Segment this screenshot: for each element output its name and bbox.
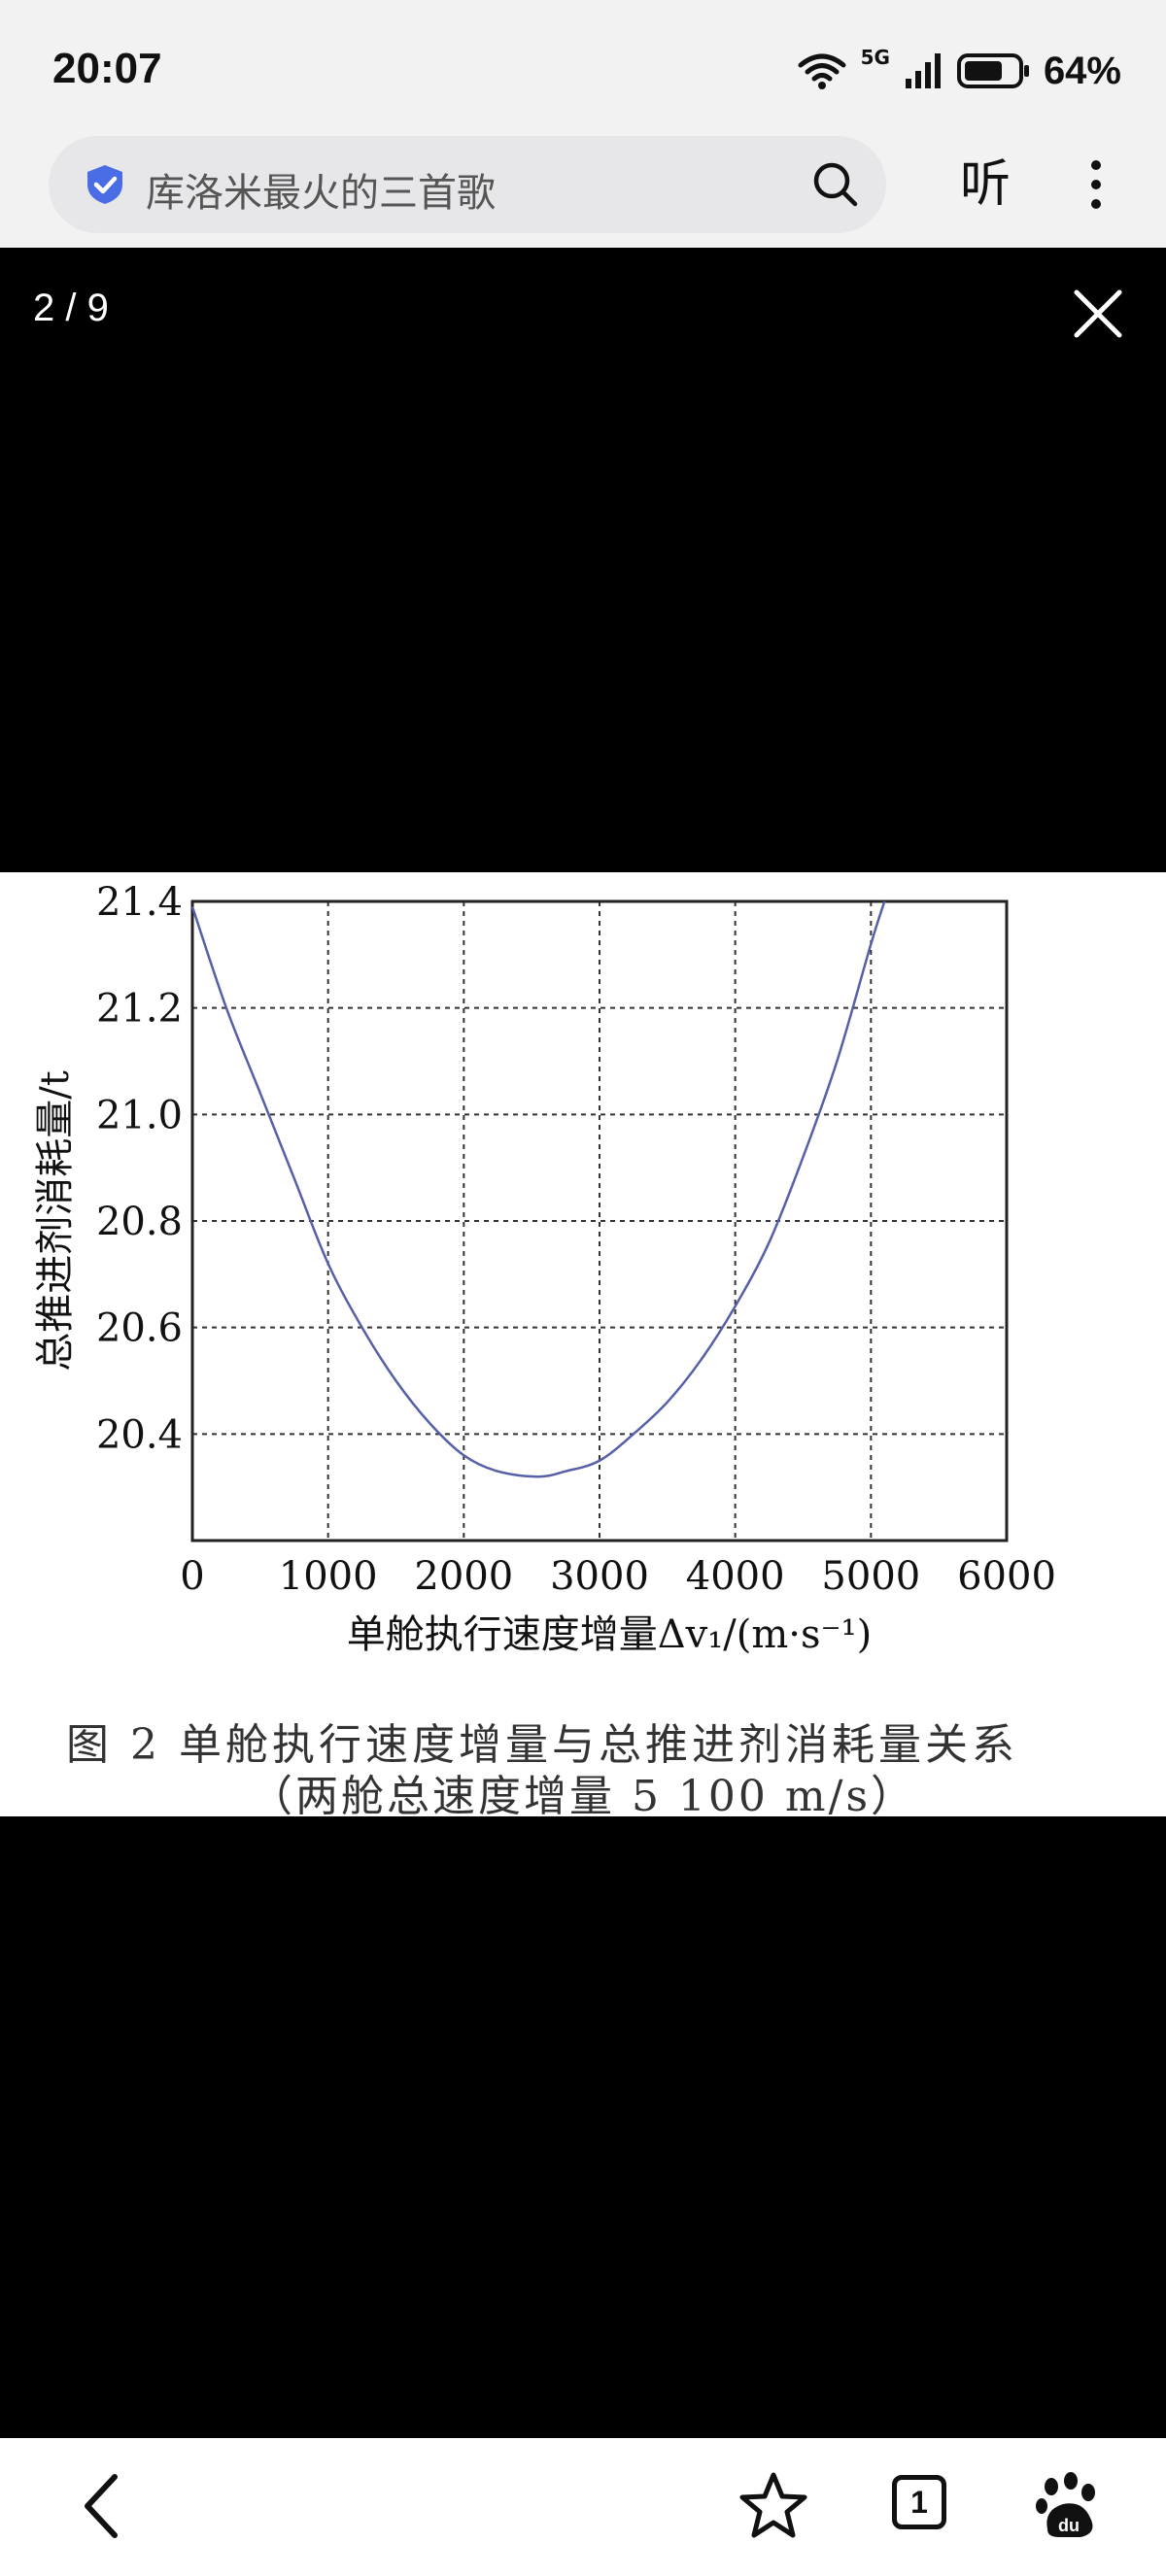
search-icon[interactable] [810,159,861,210]
page-counter: 2 / 9 [33,287,109,329]
baidu-paw-icon[interactable]: du [1030,2467,1108,2545]
x-axis-label: 单舱执行速度增量Δv₁/(m·s⁻¹) [347,1612,873,1657]
svg-text:du: du [1058,2516,1080,2535]
image-viewer: 2 / 9 0 1000 2000 3000 4000 5000 6000 20.4 20.6 2… [0,248,1166,2438]
status-bar: 20:07 5G 64% [0,0,1166,146]
y-tick-label: 20.8 [96,1200,183,1244]
plot-frame [190,899,1009,1542]
network-type: 5G [860,46,890,69]
star-icon[interactable] [735,2467,812,2545]
bottom-navigation: 1 du [0,2438,1166,2576]
plot-area [192,901,1007,1541]
battery-icon [956,53,1029,88]
y-tick-label: 20.6 [96,1306,183,1351]
x-tick-label: 5000 [821,1554,920,1599]
battery-percent: 64% [1043,49,1121,92]
y-tick-label: 21.4 [96,880,183,925]
more-vertical-icon[interactable] [1077,155,1115,214]
x-tick-label: 0 [180,1554,204,1599]
y-tick-label: 21.2 [96,987,183,1032]
x-tick-label: 4000 [686,1554,785,1599]
figure-image[interactable]: 0 1000 2000 3000 4000 5000 6000 20.4 20.6 20.8 21.… [0,872,1166,1821]
figure-caption-line2: （两舱总速度增量 5 100 m/s） [249,1772,917,1821]
status-time: 20:07 [52,45,162,92]
y-tick-label: 21.0 [96,1093,183,1137]
back-icon[interactable] [64,2467,142,2545]
wifi-icon [798,53,846,89]
x-tick-label: 3000 [550,1554,649,1599]
x-tick-label: 1000 [279,1554,378,1599]
status-icons: 5G 64% [797,46,1121,95]
figure-caption-line1: 图 2 单舱执行速度增量与总推进剂消耗量关系 [66,1720,1018,1770]
search-query[interactable]: 库洛米最火的三首歌 [146,171,496,216]
x-tick-label: 6000 [957,1554,1056,1599]
signal-icon [905,53,941,88]
shield-check-icon [87,165,122,204]
listen-button[interactable]: 听 [959,155,1011,214]
search-bar[interactable]: 库洛米最火的三首歌 [49,136,886,233]
browser-top-area: 20:07 5G 64% [0,0,1166,248]
tab-count-button[interactable]: 1 [892,2475,946,2529]
line-chart: 0 1000 2000 3000 4000 5000 6000 20.4 20.6 20.8 21.… [33,880,1056,1657]
y-axis-label: 总推进剂消耗量/t [33,1070,78,1372]
x-tick-label: 2000 [414,1554,513,1599]
series-line [190,900,886,1478]
close-icon[interactable] [1071,287,1125,341]
y-tick-label: 20.4 [96,1412,183,1457]
